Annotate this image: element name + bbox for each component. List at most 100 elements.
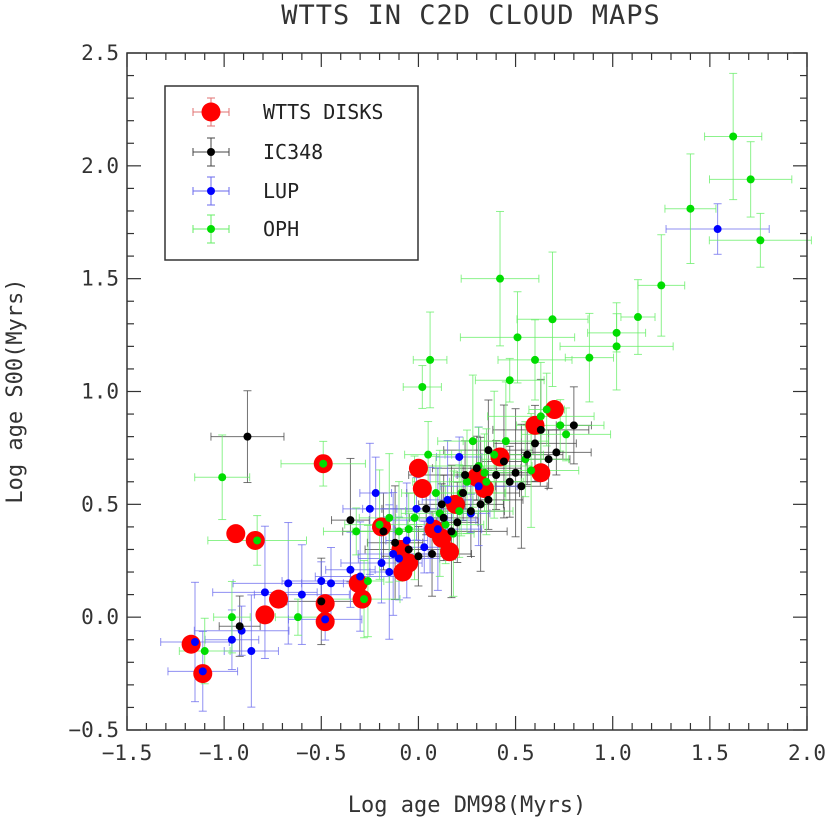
ic348-point — [447, 527, 456, 536]
lup-point — [198, 667, 207, 676]
y-tick-label: 0.5 — [81, 492, 119, 516]
ic348-point — [317, 597, 326, 606]
lup-point — [317, 577, 326, 586]
oph-point — [253, 536, 262, 545]
oph-point — [395, 527, 403, 536]
ic348-point — [235, 622, 244, 631]
oph-point — [496, 274, 505, 283]
data-points-layer — [181, 132, 765, 684]
oph-point — [352, 527, 361, 536]
axis-ticks — [126, 52, 808, 731]
ic348-point — [439, 513, 448, 522]
wtts-disk-point — [269, 589, 289, 609]
chart-title: WTTS IN C2D CLOUD MAPS — [281, 0, 661, 31]
oph-point — [200, 647, 209, 656]
ic348-point — [536, 425, 545, 434]
lup-point — [385, 568, 394, 577]
wtts-disk-point — [531, 463, 551, 483]
lup-point — [284, 579, 293, 588]
oph-point — [612, 342, 621, 351]
oph-point — [556, 421, 565, 430]
ic348-point — [459, 489, 468, 498]
x-axis-label: Log age DM98(Myrs) — [348, 793, 586, 818]
oph-point — [468, 437, 477, 446]
oph-point — [480, 468, 489, 477]
oph-point — [404, 525, 413, 534]
oph-point — [218, 473, 227, 482]
x-tick-label: −0.5 — [296, 741, 347, 765]
lup-point — [426, 516, 435, 525]
oph-point — [385, 513, 394, 522]
oph-point — [360, 595, 369, 604]
ic348-point — [544, 455, 553, 464]
ic348-point — [466, 507, 475, 516]
legend-marker — [201, 102, 221, 122]
legend-marker — [207, 148, 215, 156]
lup-point — [455, 452, 464, 461]
y-tick-label: 2.5 — [81, 41, 119, 65]
wtts-disk-point — [255, 605, 275, 625]
lup-point — [433, 525, 442, 534]
ic348-point — [505, 477, 514, 486]
lup-point — [443, 495, 452, 504]
legend: WTTS DISKS IC348 LUP OPH — [164, 85, 419, 261]
ic348-point — [437, 500, 446, 509]
x-tick-label: 2.0 — [788, 741, 826, 765]
oph-point — [657, 281, 666, 290]
ic348-point — [484, 495, 493, 504]
oph-point — [293, 613, 302, 622]
y-axis-label: Log age S00(Myrs) — [3, 278, 28, 503]
x-tick-label: 0.0 — [399, 741, 437, 765]
y-tick-label: 1.0 — [81, 380, 119, 404]
x-tick-label: 1.0 — [594, 741, 632, 765]
oph-point — [410, 513, 419, 522]
ic348-point — [243, 432, 252, 441]
oph-point — [375, 520, 384, 529]
lup-point — [365, 504, 374, 513]
lup-point — [321, 615, 330, 624]
oph-point — [531, 355, 539, 364]
lup-point — [395, 554, 403, 563]
oph-point — [463, 477, 471, 486]
legend-label: WTTS DISKS — [263, 100, 383, 124]
y-tick-label: 2.0 — [81, 154, 119, 178]
wtts-disk-point — [440, 542, 460, 562]
oph-point — [513, 333, 522, 342]
legend-marker — [207, 187, 215, 195]
wtts-disk-point — [408, 458, 428, 478]
oph-point — [505, 376, 514, 385]
oph-point — [455, 507, 464, 516]
oph-point — [585, 353, 594, 362]
ic348-point — [476, 500, 485, 509]
oph-point — [363, 577, 372, 586]
legend-label: LUP — [263, 179, 299, 203]
oph-point — [527, 466, 536, 475]
ic348-point — [511, 468, 520, 477]
oph-point — [319, 459, 328, 468]
ic348-point — [472, 464, 481, 473]
oph-point — [756, 236, 765, 245]
axis-tick-labels: −1.5 −1.0 −0.5 0.0 0.5 1.0 1.5 2.0 −0.5 0.0 0.5 1.0… — [68, 41, 826, 765]
ic348-point — [552, 448, 561, 457]
oph-point — [633, 313, 642, 322]
oph-point — [501, 437, 510, 446]
oph-point — [424, 450, 433, 459]
oph-point — [548, 315, 557, 324]
oph-point — [431, 489, 440, 498]
ic348-point — [517, 482, 526, 491]
wtts-disk-point — [399, 553, 419, 573]
oph-point — [562, 430, 571, 439]
lup-point — [377, 559, 386, 568]
legend-label: IC348 — [263, 140, 323, 164]
oph-point — [612, 328, 621, 337]
ic348-point — [461, 470, 470, 479]
lup-point — [420, 543, 429, 552]
ic348-point — [414, 552, 423, 561]
lup-point — [247, 647, 256, 656]
oph-point — [729, 132, 738, 141]
lup-point — [474, 482, 483, 491]
legend-label: OPH — [263, 217, 299, 241]
lup-point — [371, 489, 380, 498]
ic348-point — [346, 516, 355, 525]
